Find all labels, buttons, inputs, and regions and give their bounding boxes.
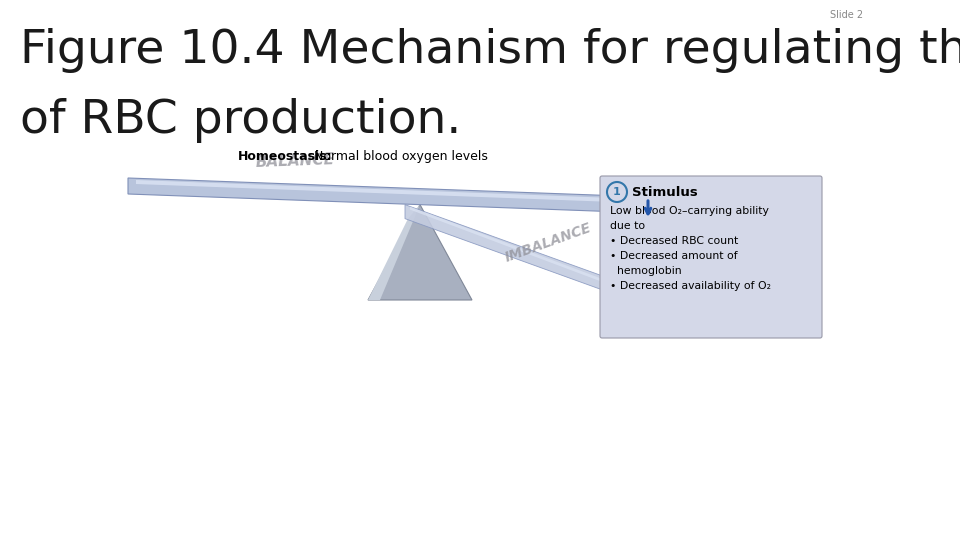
Text: Low blood O₂–carrying ability: Low blood O₂–carrying ability <box>610 206 769 216</box>
Text: Normal blood oxygen levels: Normal blood oxygen levels <box>310 150 488 163</box>
Text: Figure 10.4 Mechanism for regulating the rate: Figure 10.4 Mechanism for regulating the… <box>20 28 960 73</box>
Text: • Decreased amount of: • Decreased amount of <box>610 251 737 261</box>
Text: hemoglobin: hemoglobin <box>610 266 682 276</box>
Text: • Decreased RBC count: • Decreased RBC count <box>610 236 738 246</box>
Polygon shape <box>368 205 420 300</box>
Text: • Decreased availability of O₂: • Decreased availability of O₂ <box>610 281 771 291</box>
FancyBboxPatch shape <box>600 176 822 338</box>
Text: BALANCE: BALANCE <box>255 152 335 170</box>
Polygon shape <box>368 205 472 300</box>
Text: Stimulus: Stimulus <box>632 186 698 199</box>
Polygon shape <box>136 180 614 202</box>
Text: due to: due to <box>610 221 645 231</box>
Text: IMBALANCE: IMBALANCE <box>503 221 593 265</box>
Text: 1: 1 <box>613 187 621 197</box>
Polygon shape <box>405 205 658 310</box>
Polygon shape <box>128 178 622 212</box>
Text: Homeostasis:: Homeostasis: <box>238 150 332 163</box>
Text: Slide 2: Slide 2 <box>830 10 863 20</box>
Text: of RBC production.: of RBC production. <box>20 98 462 143</box>
Polygon shape <box>410 207 653 301</box>
